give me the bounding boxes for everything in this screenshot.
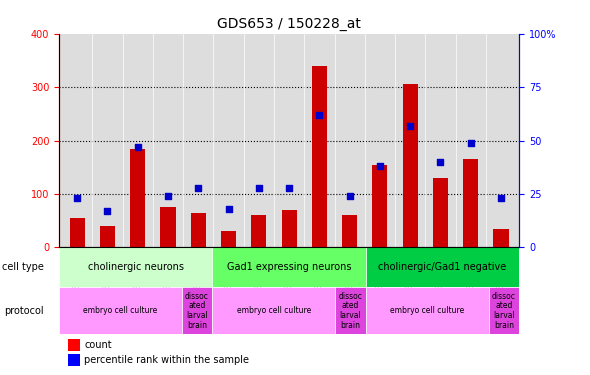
Bar xyxy=(251,215,267,248)
Point xyxy=(133,144,142,150)
Bar xyxy=(68,354,80,366)
Bar xyxy=(191,213,206,248)
FancyBboxPatch shape xyxy=(489,287,519,334)
Bar xyxy=(493,229,509,248)
Text: percentile rank within the sample: percentile rank within the sample xyxy=(84,355,250,365)
FancyBboxPatch shape xyxy=(366,248,519,287)
Point xyxy=(345,193,355,199)
Text: protocol: protocol xyxy=(4,306,44,316)
Point xyxy=(375,163,385,169)
Bar xyxy=(312,66,327,248)
Point xyxy=(466,140,476,146)
FancyBboxPatch shape xyxy=(182,287,212,334)
Text: embryo cell culture: embryo cell culture xyxy=(390,306,464,315)
Text: count: count xyxy=(84,340,112,350)
Point xyxy=(314,112,324,118)
Bar xyxy=(130,148,145,248)
Text: dissoc
ated
larval
brain: dissoc ated larval brain xyxy=(492,292,516,330)
Bar xyxy=(100,226,115,248)
FancyBboxPatch shape xyxy=(212,248,366,287)
Point xyxy=(163,193,173,199)
Point xyxy=(103,208,112,214)
FancyBboxPatch shape xyxy=(59,248,212,287)
FancyBboxPatch shape xyxy=(366,287,489,334)
FancyBboxPatch shape xyxy=(212,287,335,334)
Text: embryo cell culture: embryo cell culture xyxy=(83,306,158,315)
Text: cholinergic/Gad1 negative: cholinergic/Gad1 negative xyxy=(378,262,507,272)
Bar xyxy=(402,84,418,248)
Text: dissoc
ated
larval
brain: dissoc ated larval brain xyxy=(339,292,362,330)
Bar xyxy=(463,159,478,248)
Bar xyxy=(342,215,357,248)
Bar xyxy=(70,218,85,248)
Bar xyxy=(68,339,80,351)
Text: dissoc
ated
larval
brain: dissoc ated larval brain xyxy=(185,292,209,330)
Text: embryo cell culture: embryo cell culture xyxy=(237,306,311,315)
Point xyxy=(284,184,294,190)
FancyBboxPatch shape xyxy=(335,287,366,334)
Point xyxy=(405,123,415,129)
Point xyxy=(73,195,82,201)
Point xyxy=(254,184,264,190)
Text: cell type: cell type xyxy=(2,262,44,272)
Bar xyxy=(160,207,176,248)
Bar xyxy=(433,178,448,248)
Text: cholinergic neurons: cholinergic neurons xyxy=(88,262,183,272)
Bar xyxy=(281,210,297,248)
Point xyxy=(496,195,506,201)
Bar xyxy=(372,165,388,248)
Point xyxy=(194,184,203,190)
Text: Gad1 expressing neurons: Gad1 expressing neurons xyxy=(227,262,352,272)
FancyBboxPatch shape xyxy=(59,287,182,334)
Point xyxy=(224,206,233,212)
Point xyxy=(436,159,445,165)
Title: GDS653 / 150228_at: GDS653 / 150228_at xyxy=(217,17,361,32)
Bar xyxy=(221,231,236,248)
